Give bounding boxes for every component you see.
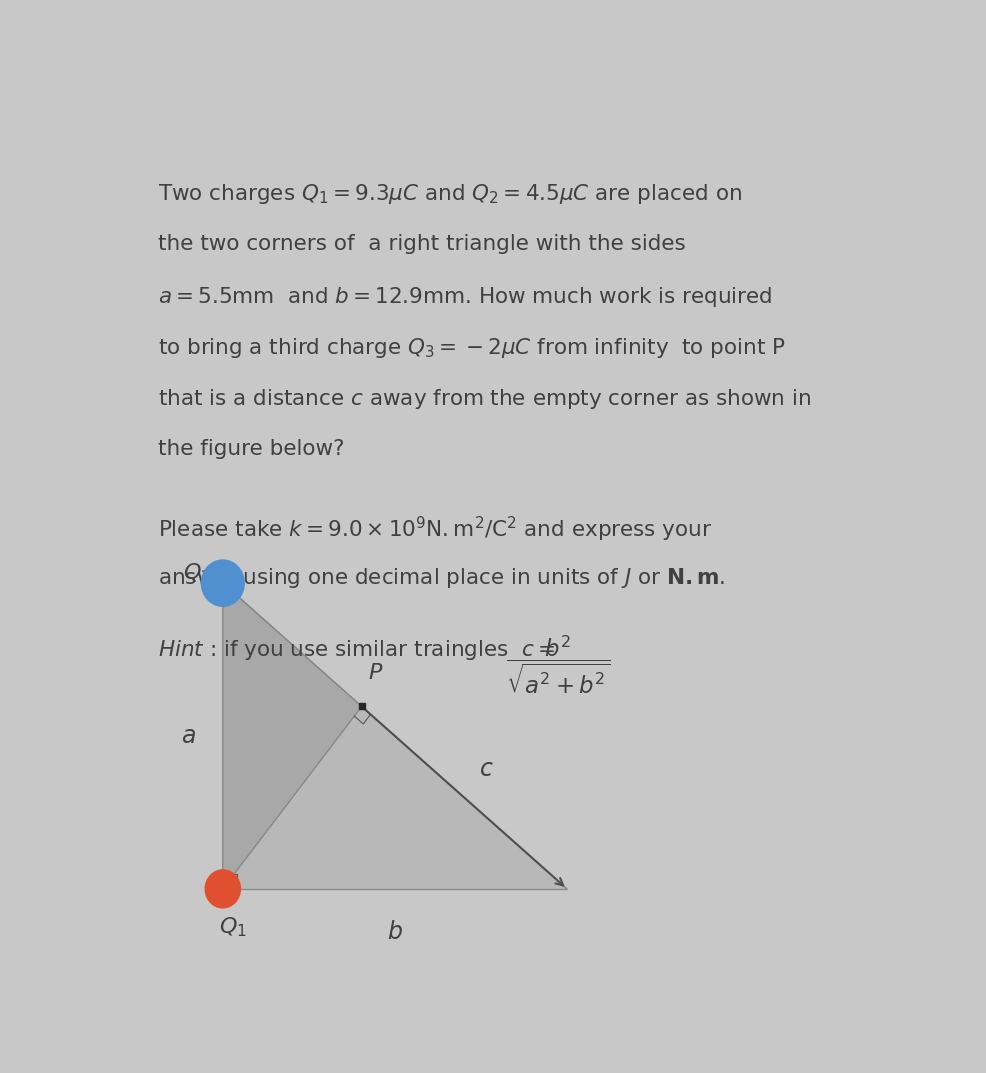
Text: the two corners of  a right triangle with the sides: the two corners of a right triangle with…	[158, 234, 685, 253]
Text: to bring a third charge $Q_3 = -2\mu C$ from infinity  to point P: to bring a third charge $Q_3 = -2\mu C$ …	[158, 336, 785, 361]
Text: Please take $k = 9.0 \times 10^{9}\mathrm{N. m}^2/\mathrm{C}^2$ and express your: Please take $k = 9.0 \times 10^{9}\mathr…	[158, 515, 712, 544]
Text: $\dfrac{b^2}{\sqrt{a^2+b^2}}$: $\dfrac{b^2}{\sqrt{a^2+b^2}}$	[506, 633, 610, 696]
Text: the figure below?: the figure below?	[158, 439, 344, 458]
Polygon shape	[223, 584, 361, 888]
Text: $a$: $a$	[180, 724, 195, 748]
Text: answer using one decimal place in units of $J$ or $\mathbf{N.m}$.: answer using one decimal place in units …	[158, 565, 725, 590]
Text: $Q_1$: $Q_1$	[219, 915, 246, 939]
Text: Two charges $Q_1 = 9.3\mu C$ and $Q_2 = 4.5\mu C$ are placed on: Two charges $Q_1 = 9.3\mu C$ and $Q_2 = …	[158, 182, 741, 206]
Circle shape	[201, 560, 244, 606]
Text: $b$: $b$	[387, 921, 402, 944]
Text: $\it{Hint}$ : if you use similar traingles  $c = $: $\it{Hint}$ : if you use similar traingl…	[158, 637, 554, 662]
Text: that is a distance $c$ away from the empty corner as shown in: that is a distance $c$ away from the emp…	[158, 387, 810, 411]
Text: $P$: $P$	[368, 663, 383, 684]
Circle shape	[205, 870, 241, 908]
Text: $c$: $c$	[478, 756, 493, 781]
Text: $Q_2$: $Q_2$	[182, 561, 211, 585]
Text: $a = 5.5\mathrm{mm}$  and $b = 12.9\mathrm{mm}$. How much work is required: $a = 5.5\mathrm{mm}$ and $b = 12.9\mathr…	[158, 285, 772, 309]
Polygon shape	[223, 584, 566, 888]
